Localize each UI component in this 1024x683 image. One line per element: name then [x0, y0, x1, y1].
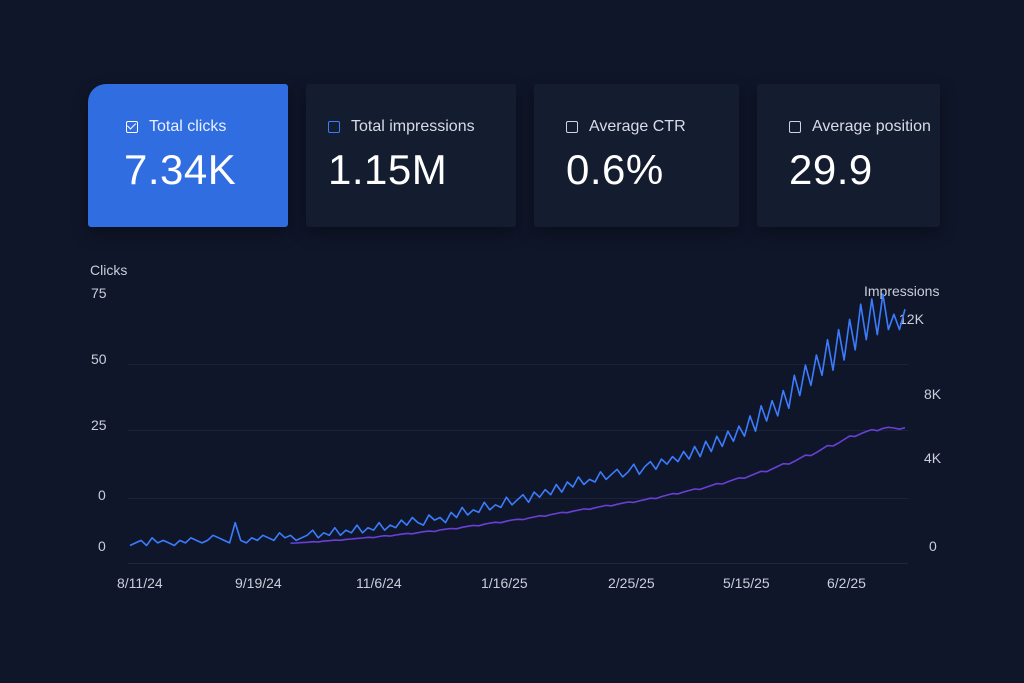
clicks-series-line [129, 293, 906, 547]
total-impressions-header: Total impressions [328, 118, 475, 136]
gridline [128, 430, 908, 431]
average-position-value: 29.9 [789, 146, 873, 193]
left-axis-title: Clicks [90, 262, 128, 278]
average-position-card[interactable]: Average position 29.9 [757, 84, 940, 227]
average-position-label: Average position [812, 118, 931, 135]
checked-checkbox-icon[interactable] [126, 120, 138, 133]
total-impressions-label: Total impressions [351, 118, 475, 135]
total-impressions-value: 1.15M [328, 146, 448, 193]
checkbox-icon[interactable] [328, 121, 340, 133]
checkbox-icon[interactable] [789, 121, 801, 133]
left-tick-label: 75 [91, 285, 107, 301]
x-tick-label: 11/6/24 [356, 575, 402, 591]
left-tick-label: 50 [91, 351, 107, 367]
average-ctr-label: Average CTR [589, 118, 686, 135]
left-tick-label: 0 [98, 487, 106, 503]
right-tick-label: 4K [924, 450, 942, 466]
x-tick-label: 5/15/25 [723, 575, 770, 591]
total-impressions-card[interactable]: Total impressions 1.15M [306, 84, 516, 227]
average-ctr-card[interactable]: Average CTR 0.6% [534, 84, 739, 227]
right-tick-label: 8K [924, 386, 942, 402]
x-tick-label: 8/11/24 [117, 575, 163, 591]
gridline [128, 364, 908, 365]
left-tick-label: 0 [98, 538, 106, 554]
left-tick-label: 25 [91, 417, 107, 433]
average-ctr-header: Average CTR [566, 118, 686, 136]
baseline [128, 563, 908, 564]
total-clicks-value: 7.34K [124, 146, 237, 193]
metric-cards: Total clicks 7.34K Total impressions 1.1… [88, 84, 940, 227]
total-clicks-label: Total clicks [149, 118, 227, 135]
total-clicks-card[interactable]: Total clicks 7.34K [88, 84, 288, 227]
x-tick-label: 1/16/25 [481, 575, 528, 591]
right-tick-label: 0 [929, 538, 937, 554]
right-tick-label: 12K [899, 311, 924, 327]
x-tick-label: 2/25/25 [608, 575, 655, 591]
impressions-series-line [290, 426, 906, 544]
x-tick-label: 6/2/25 [827, 575, 866, 591]
average-position-header: Average position [789, 118, 931, 136]
checkbox-icon[interactable] [566, 121, 578, 133]
total-clicks-header: Total clicks [126, 118, 226, 136]
x-tick-label: 9/19/24 [235, 575, 282, 591]
average-ctr-value: 0.6% [566, 146, 664, 193]
